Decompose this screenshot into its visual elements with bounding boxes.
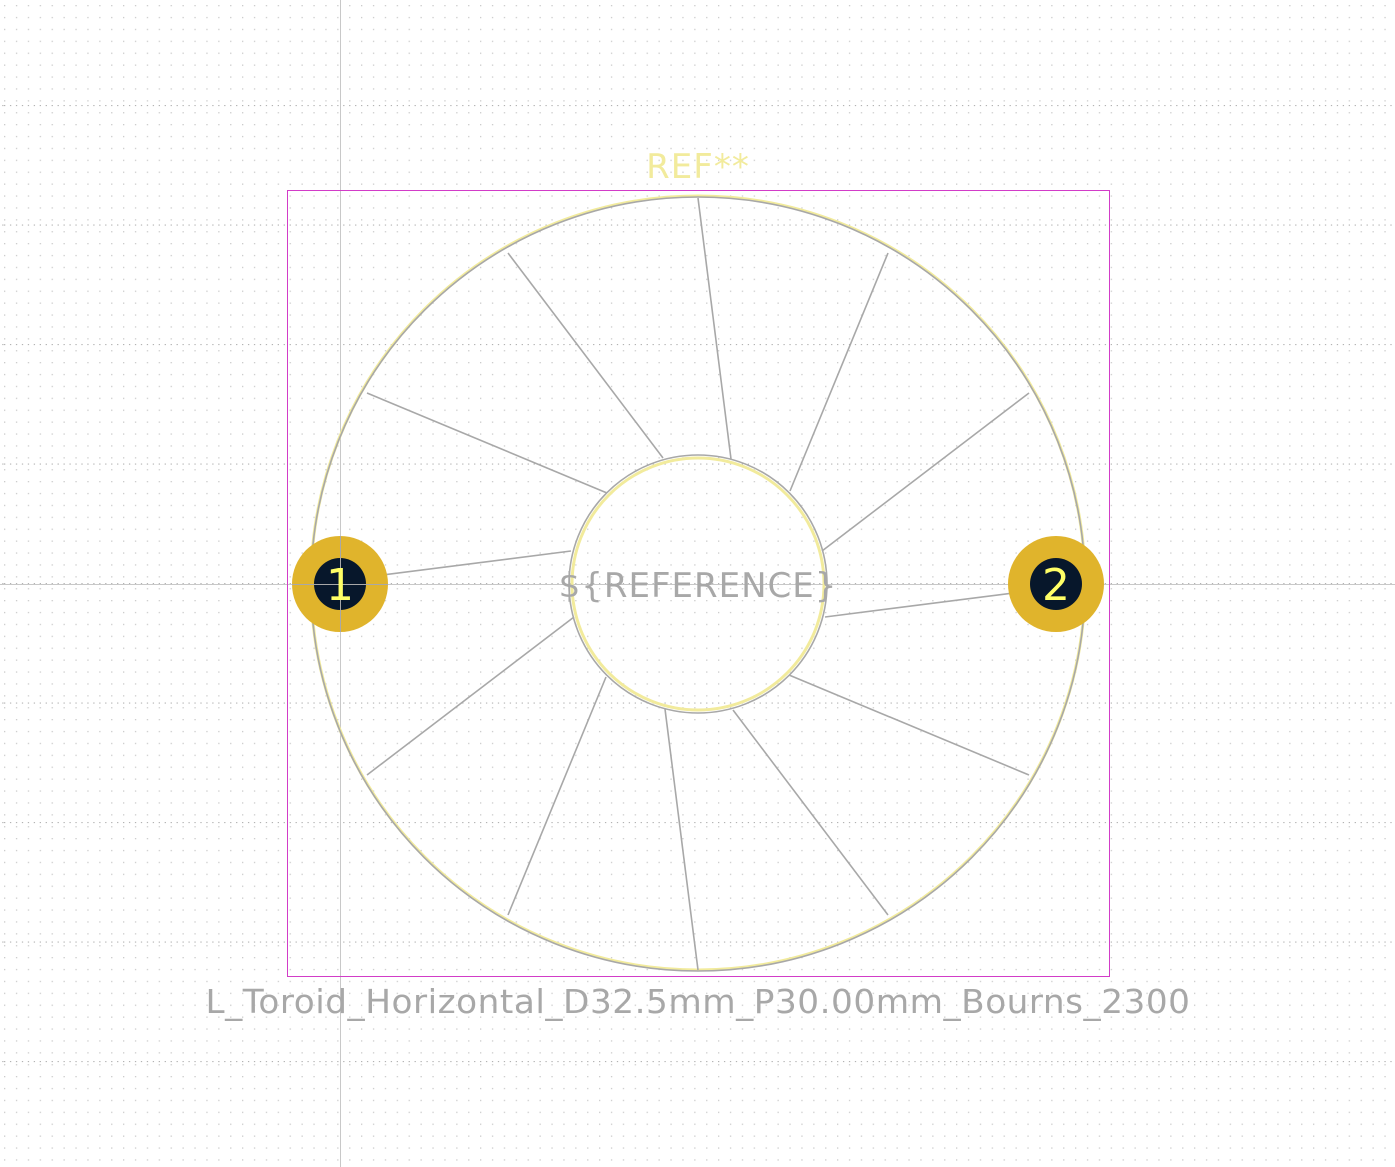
pad-2-number: 2 (1042, 560, 1070, 611)
footprint-name-label[interactable]: L_Toroid_Horizontal_D32.5mm_P30.00mm_Bou… (206, 982, 1191, 1021)
value-reference-field[interactable]: ${REFERENCE} (559, 566, 838, 606)
silkscreen-inner-circle (570, 456, 826, 712)
pad-2[interactable]: 2 (1008, 536, 1104, 632)
courtyard-outline (287, 190, 1110, 977)
reference-label[interactable]: REF** (646, 147, 750, 187)
fab-inner-circle (568, 454, 828, 714)
pad-1-number: 1 (326, 560, 354, 611)
winding-lines (311, 197, 1085, 971)
pad-1[interactable]: 1 (292, 536, 388, 632)
